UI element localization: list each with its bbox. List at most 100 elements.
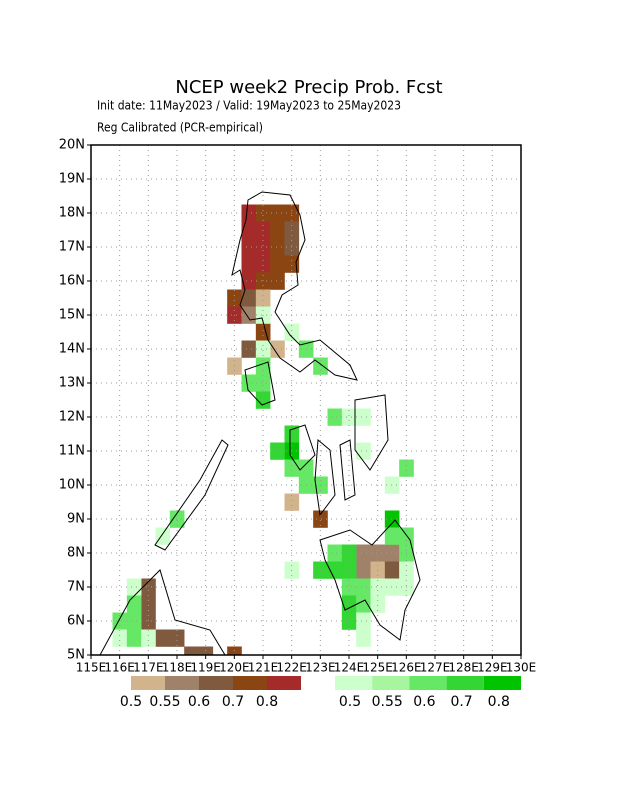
cell xyxy=(356,612,371,630)
cell xyxy=(141,595,156,613)
cell xyxy=(227,289,242,307)
cell xyxy=(141,578,156,596)
cell xyxy=(284,459,300,477)
x-tick-label: 118E xyxy=(162,661,193,675)
colorbar-box xyxy=(199,676,233,690)
y-tick-label: 19N xyxy=(59,172,85,187)
coastlines xyxy=(99,191,421,656)
x-tick-label: 126E xyxy=(391,661,422,675)
x-tick-label: 122E xyxy=(276,661,307,675)
cell xyxy=(370,544,386,562)
cell xyxy=(270,204,285,222)
coastline xyxy=(319,519,421,641)
cell xyxy=(384,510,400,528)
x-tick-label: 117E xyxy=(133,661,164,675)
cell xyxy=(356,408,371,426)
cell xyxy=(284,323,300,341)
cells xyxy=(112,204,414,656)
cell xyxy=(270,442,285,460)
cell xyxy=(241,221,257,239)
y-tick-label: 16N xyxy=(59,274,85,289)
y-tick-label: 6N xyxy=(67,614,85,629)
cell xyxy=(356,561,371,579)
y-tick-label: 20N xyxy=(59,138,85,153)
cell xyxy=(270,255,285,273)
cell xyxy=(169,629,185,647)
coastline xyxy=(339,439,356,501)
colorbar-box xyxy=(165,676,199,690)
colorbar-label: 0.7 xyxy=(222,694,244,710)
cell xyxy=(255,323,271,341)
note: Reg Calibrated (PCR-empirical) xyxy=(97,121,263,135)
y-tick-label: 13N xyxy=(59,376,85,391)
cell xyxy=(255,357,271,375)
y-tick-label: 7N xyxy=(67,580,85,595)
cell xyxy=(241,340,257,358)
colorbar-box xyxy=(446,676,484,690)
cell xyxy=(284,425,300,443)
y-tick-label: 5N xyxy=(67,648,85,663)
cell xyxy=(255,238,271,256)
y-tick-label: 11N xyxy=(59,444,85,459)
colorbar-label: 0.6 xyxy=(413,694,435,710)
cell xyxy=(384,527,400,545)
cell xyxy=(327,544,343,562)
colorbar-box xyxy=(131,676,165,690)
cell xyxy=(169,510,185,528)
cell xyxy=(255,204,271,222)
colorbar-label: 0.6 xyxy=(188,694,210,710)
cell xyxy=(241,272,257,290)
cell xyxy=(356,629,371,647)
plot-frame xyxy=(90,144,522,656)
colorbar-label: 0.8 xyxy=(256,694,278,710)
cell xyxy=(370,578,386,596)
colorbar-label: 0.5 xyxy=(339,694,361,710)
cell xyxy=(155,629,171,647)
coastline xyxy=(289,424,316,471)
chart-title: NCEP week2 Precip Prob. Fcst xyxy=(175,77,442,98)
cell xyxy=(270,238,285,256)
y-tick-label: 15N xyxy=(59,308,85,323)
colorbar-box xyxy=(267,676,301,690)
y-tick-label: 12N xyxy=(59,410,85,425)
cell xyxy=(341,408,357,426)
cell xyxy=(126,629,142,647)
y-tick-label: 8N xyxy=(67,546,85,561)
cell xyxy=(356,595,371,613)
colorbar-label: 0.55 xyxy=(149,694,180,710)
axes: 115E116E117E118E119E120E121E122E123E124E… xyxy=(59,138,537,675)
x-tick-label: 125E xyxy=(362,661,393,675)
cell xyxy=(341,612,357,630)
y-tick-label: 10N xyxy=(59,478,85,493)
x-tick-label: 129E xyxy=(477,661,508,675)
colorbar-box xyxy=(409,676,447,690)
x-tick-label: 128E xyxy=(448,661,479,675)
y-tick-label: 18N xyxy=(59,206,85,221)
cell xyxy=(341,578,357,596)
colorbar-label: 0.55 xyxy=(372,694,403,710)
coastline xyxy=(314,438,336,517)
cell xyxy=(112,629,128,647)
cell xyxy=(255,374,271,392)
subtitle: Init date: 11May2023 / Valid: 19May2023 … xyxy=(97,99,401,113)
cell xyxy=(126,612,142,630)
cell xyxy=(327,561,343,579)
cell xyxy=(384,476,400,494)
cell xyxy=(255,272,271,290)
cell xyxy=(255,340,271,358)
cell xyxy=(241,306,257,324)
cell xyxy=(241,238,257,256)
cell xyxy=(284,255,300,273)
cell xyxy=(399,459,414,477)
y-tick-label: 9N xyxy=(67,512,85,527)
colorbar-box xyxy=(335,676,373,690)
x-tick-label: 124E xyxy=(334,661,365,675)
cell xyxy=(241,289,257,307)
colorbar-box xyxy=(372,676,410,690)
colorbar-box xyxy=(483,676,521,690)
cell xyxy=(313,510,328,528)
x-tick-label: 123E xyxy=(305,661,336,675)
cell xyxy=(384,561,400,579)
